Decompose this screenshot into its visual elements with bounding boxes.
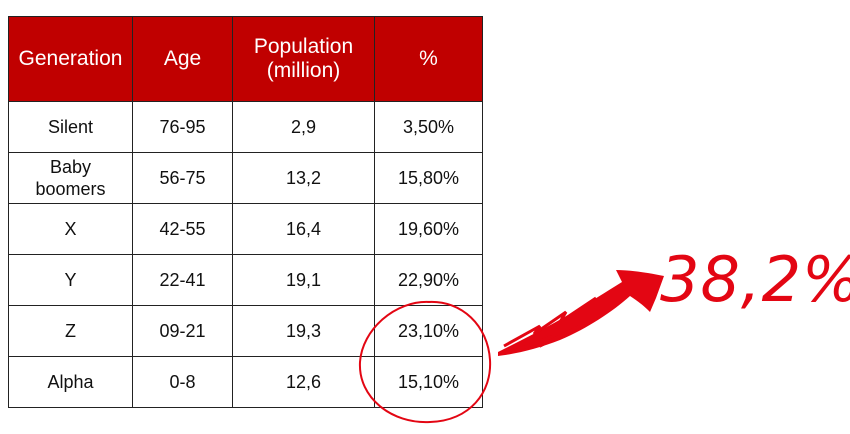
table-row: Z 09-21 19,3 23,10% [8,305,483,357]
cell-percent: 15,80% [374,152,483,204]
cell-age: 22-41 [132,254,233,306]
cell-population: 19,1 [232,254,375,306]
cell-generation-label: Baby boomers [35,157,106,199]
table-row: X 42-55 16,4 19,60% [8,203,483,255]
arrow-brush-texture [503,296,597,354]
table-row: Baby boomers 56-75 13,2 15,80% [8,152,483,204]
table-row: Silent 76-95 2,9 3,50% [8,101,483,153]
cell-generation: Z [8,305,133,357]
cell-age: 0-8 [132,356,233,408]
cell-generation: Baby boomers [8,152,133,204]
cell-generation: Alpha [8,356,133,408]
cell-generation: X [8,203,133,255]
cell-generation: Y [8,254,133,306]
cell-population: 13,2 [232,152,375,204]
cell-age: 42-55 [132,203,233,255]
cell-population: 2,9 [232,101,375,153]
table-row: Alpha 0-8 12,6 15,10% [8,356,483,408]
header-age: Age [132,16,233,102]
table-row: Y 22-41 19,1 22,90% [8,254,483,306]
cell-population: 16,4 [232,203,375,255]
cell-population: 19,3 [232,305,375,357]
cell-age: 09-21 [132,305,233,357]
cell-percent: 22,90% [374,254,483,306]
generation-table: Generation Age Population (million) % Si… [8,16,483,408]
cell-percent: 15,10% [374,356,483,408]
cell-percent: 3,50% [374,101,483,153]
header-generation: Generation [8,16,133,102]
cell-population: 12,6 [232,356,375,408]
table-header-row: Generation Age Population (million) % [8,16,483,102]
arrow-stroke [498,270,664,356]
cell-percent: 23,10% [374,305,483,357]
cell-age: 76-95 [132,101,233,153]
header-population-label: Population (million) [253,35,354,82]
cell-generation: Silent [8,101,133,153]
annotation-value: 38,2% [660,243,850,316]
cell-percent: 19,60% [374,203,483,255]
header-percent: % [374,16,483,102]
cell-age: 56-75 [132,152,233,204]
header-population: Population (million) [232,16,375,102]
